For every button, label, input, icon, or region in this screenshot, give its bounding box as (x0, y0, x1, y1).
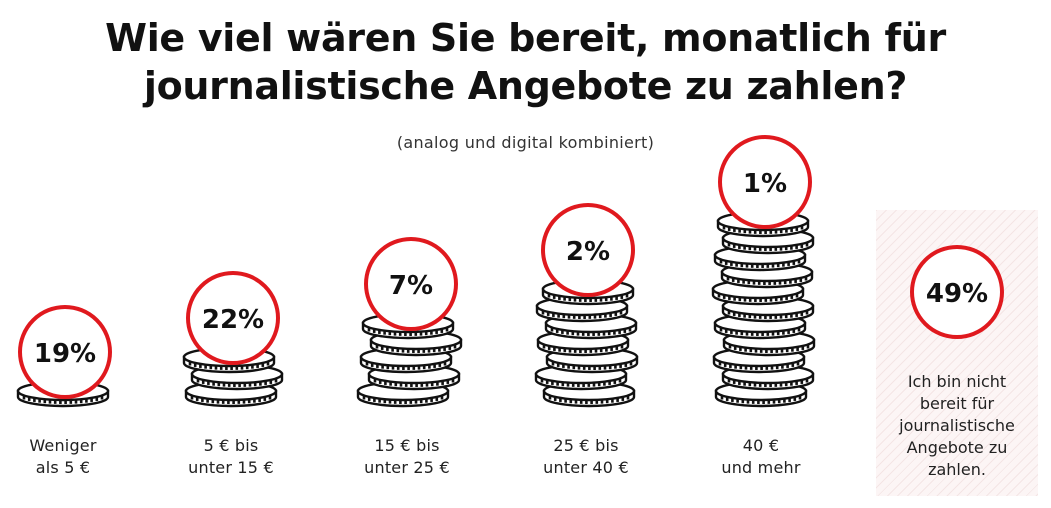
percent-label: 19% (34, 339, 96, 369)
category-caption-40-plus: 40 € und mehr (681, 435, 841, 479)
percent-badge: 1% (718, 135, 812, 229)
category-caption-15-25: 15 € bis unter 25 € (327, 435, 487, 479)
category-caption-line: unter 15 € (188, 458, 274, 477)
category-caption-line: 40 € (742, 436, 780, 455)
percent-badge-ring (541, 203, 635, 297)
percent-label: 49% (926, 279, 988, 309)
percent-badge: 7% (364, 237, 458, 331)
percent-badge-ring (18, 305, 112, 399)
category-caption-line: bereit für (919, 394, 995, 413)
percent-badge-ring (910, 245, 1004, 339)
category-caption-25-40: 25 € bis unter 40 € (506, 435, 666, 479)
percent-label: 2% (566, 237, 610, 267)
coin-stack (711, 210, 816, 408)
percent-badge-ring (364, 237, 458, 331)
category-caption-line: unter 40 € (543, 458, 629, 477)
percent-badge-not-willing: 49% (910, 245, 1004, 339)
category-caption-line: und mehr (721, 458, 801, 477)
percent-label: 22% (202, 305, 264, 335)
category-caption-line: 25 € bis (553, 436, 619, 455)
category-caption-under-5: Weniger als 5 € (0, 435, 143, 479)
category-caption-line: als 5 € (35, 458, 91, 477)
coin-stack (356, 312, 463, 408)
category-caption-not-willing: Ich bin nicht bereit für journalistische… (876, 371, 1038, 481)
chart-title-line-1: Wie viel wären Sie bereit, monatlich für (105, 16, 946, 60)
category-caption-line: 5 € bis (203, 436, 259, 455)
category-caption-line: Ich bin nicht (907, 372, 1007, 391)
category-caption-line: unter 25 € (364, 458, 450, 477)
category-caption-line: journalistische (899, 416, 1015, 435)
percent-badge: 22% (186, 271, 280, 365)
percent-badge-ring (718, 135, 812, 229)
category-caption-5-15: 5 € bis unter 15 € (151, 435, 311, 479)
category-caption-line: Weniger (29, 436, 97, 455)
category-caption-line: 15 € bis (374, 436, 440, 455)
coin-stack (534, 278, 639, 408)
category-caption-line: Angebote zu (906, 438, 1008, 457)
percent-label: 7% (389, 271, 433, 301)
percent-badge: 19% (18, 305, 112, 399)
chart-title: Wie viel wären Sie bereit, monatlich für… (0, 14, 1051, 110)
percent-badge-ring (186, 271, 280, 365)
category-caption-line: zahlen. (928, 460, 986, 479)
percent-badge: 2% (541, 203, 635, 297)
coin-stack (182, 346, 284, 408)
chart-subtitle: (analog und digital kombiniert) (396, 133, 655, 152)
chart-title-line-2: journalistische Angebote zu zahlen? (143, 64, 908, 108)
percent-label: 1% (743, 169, 787, 199)
coin-ridges (726, 275, 808, 285)
